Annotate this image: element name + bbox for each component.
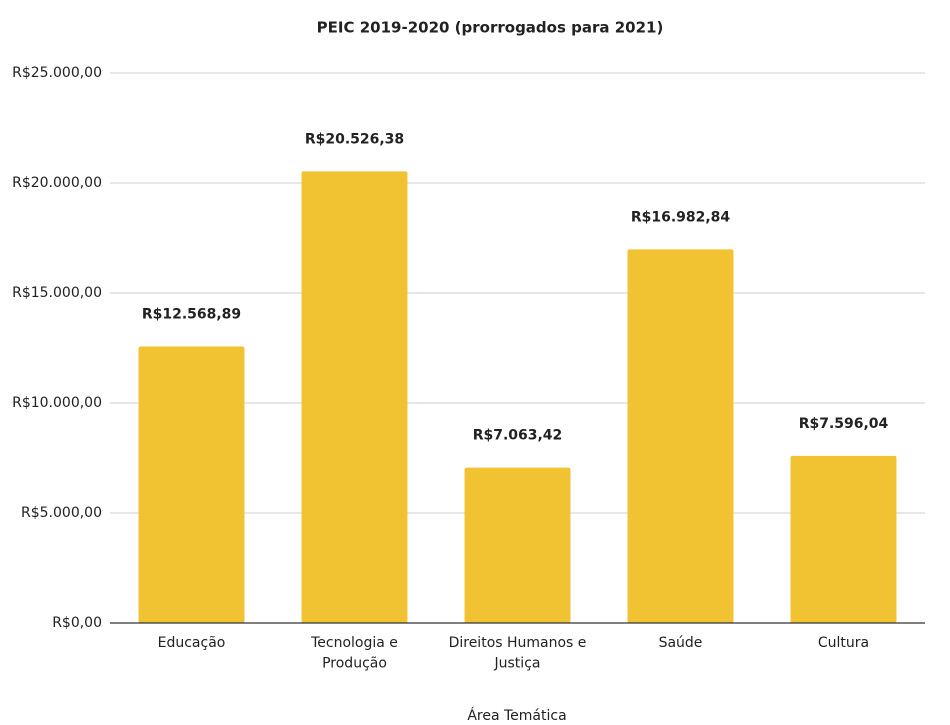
- bar: [627, 249, 734, 624]
- y-tick-label: R$20.000,00: [12, 175, 102, 191]
- x-axis-title: Área Temática: [467, 707, 566, 724]
- x-tick-label: Cultura: [818, 635, 869, 651]
- value-label: R$12.568,89: [142, 306, 241, 322]
- bar: [464, 467, 571, 623]
- value-label: R$7.063,42: [473, 428, 563, 444]
- bar: [138, 346, 245, 623]
- chart-title: PEIC 2019-2020 (prorrogados para 2021): [317, 19, 664, 37]
- value-label: R$20.526,38: [305, 131, 404, 147]
- y-tick-label: R$5.000,00: [21, 505, 102, 521]
- bar: [790, 455, 897, 623]
- y-tick-label: R$15.000,00: [12, 285, 102, 301]
- x-tick-label: Tecnologia e Produção: [310, 635, 398, 671]
- x-tick-label: Direitos Humanos e Justiça: [449, 635, 587, 671]
- x-tick-label: Educação: [158, 635, 226, 651]
- y-tick-label: R$10.000,00: [12, 395, 102, 411]
- bar: [301, 171, 408, 623]
- value-label: R$16.982,84: [631, 209, 731, 225]
- y-tick-label: R$0,00: [52, 615, 102, 631]
- value-label: R$7.596,04: [799, 416, 889, 432]
- x-tick-label: Saúde: [659, 635, 703, 651]
- y-tick-label: R$25.000,00: [12, 65, 102, 81]
